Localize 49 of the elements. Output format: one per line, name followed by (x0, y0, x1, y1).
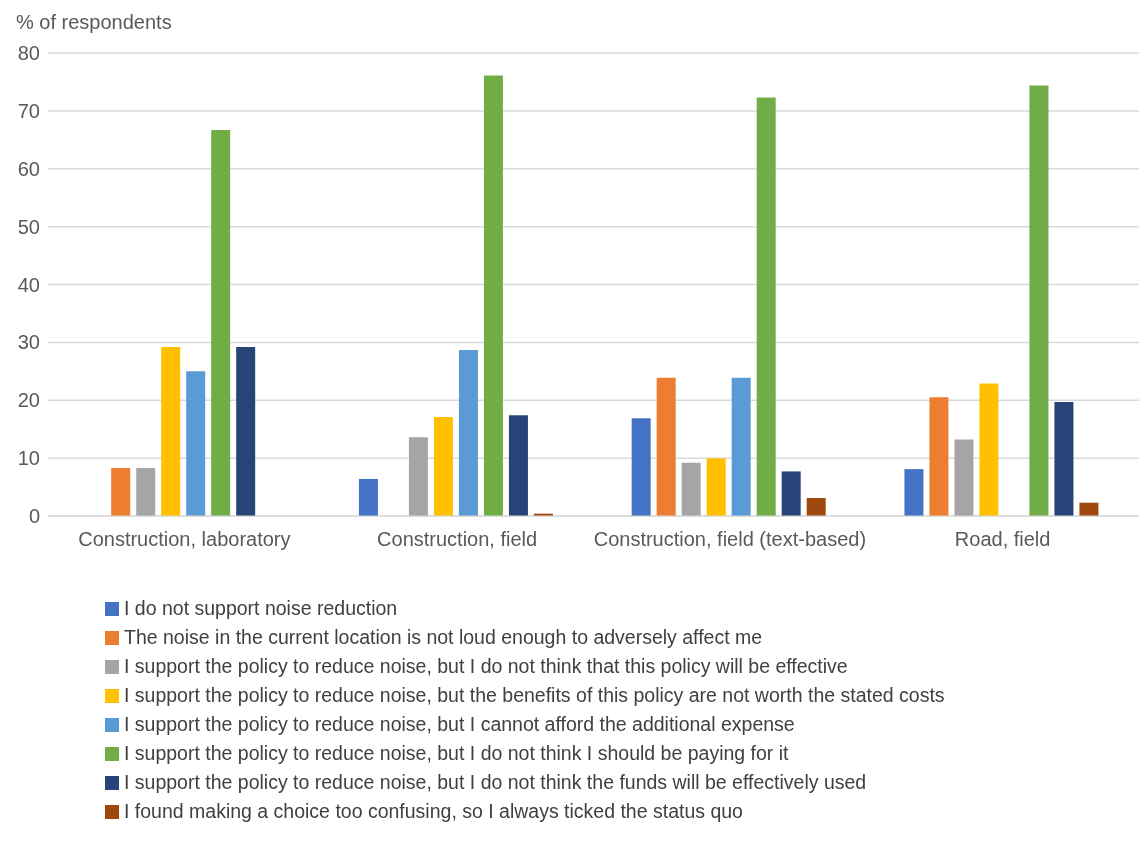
bar (186, 371, 206, 516)
bar (1029, 85, 1049, 516)
bar (731, 377, 751, 516)
bar (631, 418, 651, 516)
bar (508, 415, 528, 516)
bar (681, 462, 701, 516)
bar (656, 377, 676, 516)
bar (929, 397, 949, 516)
bar (483, 75, 503, 516)
x-tick-label: Road, field (954, 528, 1051, 551)
bar (904, 469, 924, 516)
bar (1079, 502, 1099, 516)
legend-label: The noise in the current location is not loud enough to adversely affect me (124, 626, 763, 649)
x-tick-label: Construction, laboratory (78, 528, 291, 551)
bar (161, 347, 181, 516)
legend-label: I support the policy to reduce noise, but I do not think the funds will be effectively used (124, 771, 867, 794)
legend-label: I do not support noise reduction (124, 597, 398, 620)
x-tick-label: Construction, field (text-based) (593, 528, 867, 551)
legend-label: I support the policy to reduce noise, but I do not think that this policy will be effective (124, 655, 848, 678)
bar (781, 471, 801, 516)
y-tick-label: 0 (28, 505, 40, 528)
legend-label: I support the policy to reduce noise, but I do not think I should be paying for it (124, 742, 789, 765)
x-tick-label: Construction, field (377, 528, 538, 551)
y-tick-label: 60 (17, 157, 40, 180)
y-tick-label: 80 (17, 42, 40, 65)
y-tick-label: 20 (17, 389, 40, 412)
y-tick-label: 70 (17, 99, 40, 122)
bar (756, 97, 776, 516)
bar (433, 417, 453, 516)
bar (236, 347, 256, 516)
bar (408, 437, 428, 516)
legend-label: I support the policy to reduce noise, but the benefits of this policy are not worth the stated costs (124, 684, 945, 707)
bar (806, 498, 826, 516)
y-tick-label: 10 (17, 447, 40, 470)
legend-label: I found making a choice too confusing, so I always ticked the status quo (124, 800, 743, 823)
y-tick-label: 30 (17, 331, 40, 354)
bar (954, 439, 974, 516)
bar (979, 383, 999, 516)
bar (111, 467, 131, 516)
bar (458, 349, 478, 516)
y-axis-title: % of respondents (16, 11, 172, 33)
y-tick-label: 40 (17, 273, 40, 296)
y-tick-label: 50 (17, 215, 40, 238)
bar (136, 467, 156, 516)
legend-label: I support the policy to reduce noise, but I cannot afford the additional expense (124, 713, 795, 736)
bar (211, 129, 231, 516)
bar (706, 458, 726, 516)
bar (358, 478, 378, 516)
bar (1054, 401, 1074, 516)
